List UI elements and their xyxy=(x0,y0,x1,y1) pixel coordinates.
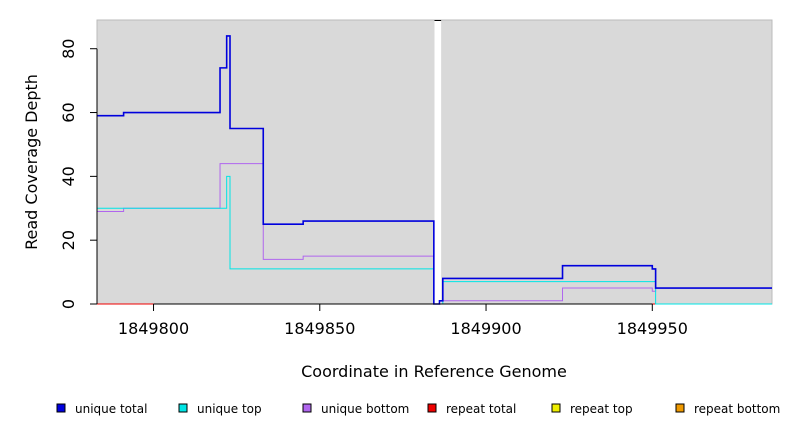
y-axis-label: Read Coverage Depth xyxy=(22,74,41,250)
legend-label-repeat-top: repeat top xyxy=(570,402,633,416)
x-axis-label: Coordinate in Reference Genome xyxy=(301,362,567,381)
legend-label-repeat-total: repeat total xyxy=(446,402,516,416)
legend-swatch-unique-top xyxy=(178,403,188,413)
legend-swatch-unique-total xyxy=(56,403,66,413)
coverage-gap xyxy=(434,20,442,304)
legend-label-unique-top: unique top xyxy=(197,402,262,416)
legend-swatch-unique-bottom xyxy=(302,403,312,413)
y-tick-label: 40 xyxy=(59,166,78,186)
y-tick-label: 60 xyxy=(59,102,78,122)
axes: 0 20 40 60 80 1849800 1849850 1849900 1849950 xyxy=(59,39,688,338)
legend-swatch-repeat-bottom xyxy=(675,403,685,413)
legend-swatch-repeat-total xyxy=(427,403,437,413)
gap-band xyxy=(434,20,442,304)
legend: unique total unique top unique bottom repea… xyxy=(56,402,780,416)
y-tick-label: 80 xyxy=(59,39,78,59)
legend-label-unique-bottom: unique bottom xyxy=(321,402,409,416)
x-tick-label: 1849850 xyxy=(284,319,355,338)
series-line-unique-total xyxy=(97,35,772,305)
y-tick-label: 0 xyxy=(59,299,78,309)
series-line-unique-top xyxy=(97,175,772,305)
legend-label-repeat-bottom: repeat bottom xyxy=(694,402,780,416)
x-tick-label: 1849900 xyxy=(450,319,521,338)
legend-swatch-repeat-top xyxy=(551,403,561,413)
legend-label-unique-total: unique total xyxy=(75,402,147,416)
x-tick-label: 1849800 xyxy=(118,319,189,338)
x-tick-label: 1849950 xyxy=(617,319,688,338)
y-tick-label: 20 xyxy=(59,230,78,250)
